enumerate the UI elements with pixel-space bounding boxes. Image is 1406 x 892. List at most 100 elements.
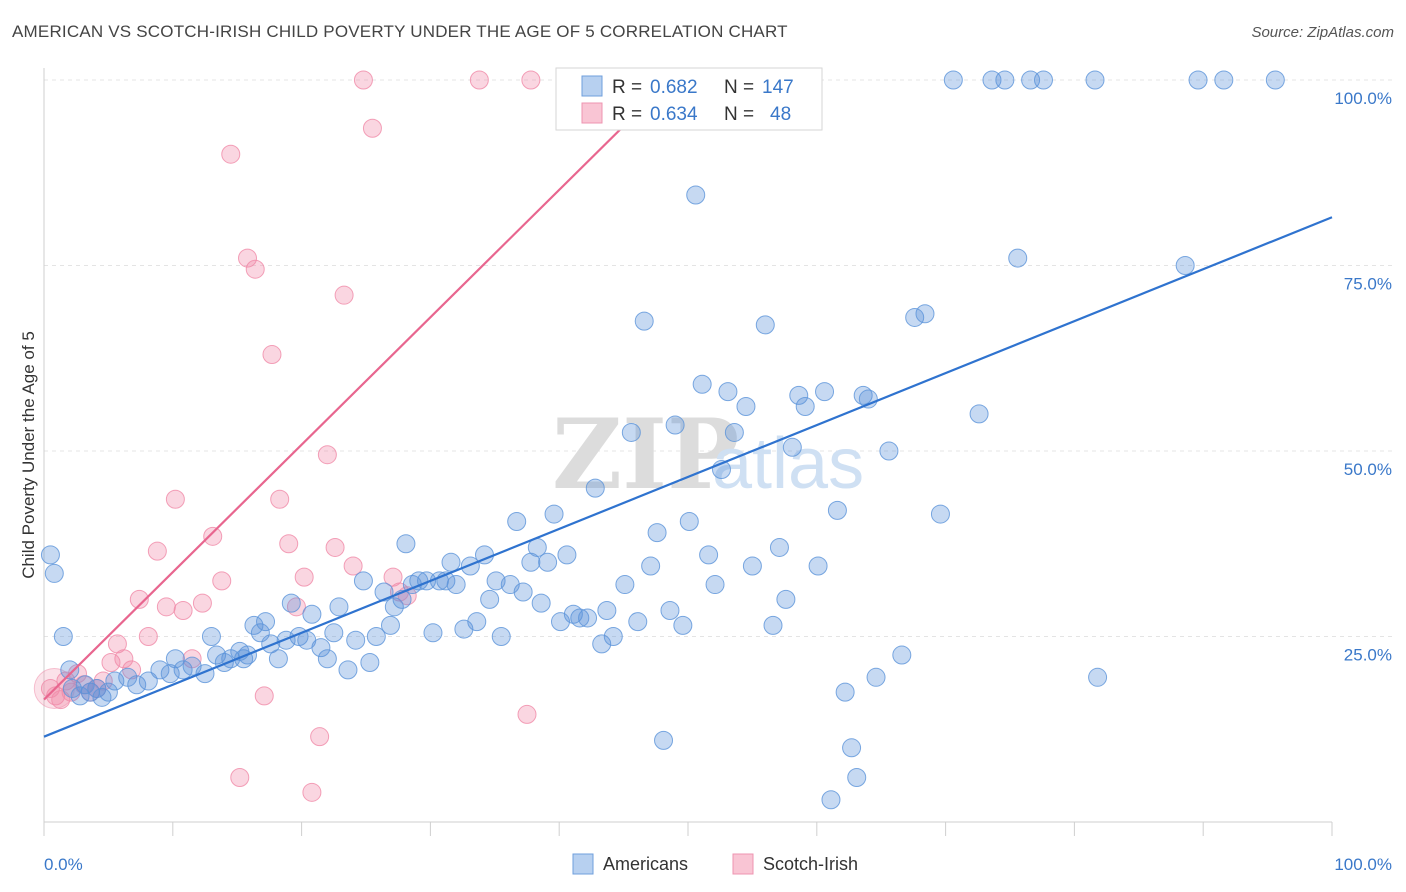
americans-point	[374, 582, 394, 602]
americans-point	[776, 589, 796, 609]
scotch-irish-point	[310, 727, 330, 747]
scotch-irish-point	[334, 285, 354, 305]
americans-point	[724, 422, 744, 442]
americans-point	[557, 545, 577, 565]
scotch-irish-point	[517, 704, 537, 724]
y-tick-label: 100.0%	[1334, 89, 1392, 108]
americans-point	[150, 660, 170, 680]
americans-point	[769, 537, 789, 557]
legend-r-label-scotch: R =	[612, 104, 642, 125]
americans-point	[261, 634, 281, 654]
americans-point	[641, 556, 661, 576]
americans-point	[969, 404, 989, 424]
americans-point	[995, 70, 1015, 90]
americans-point	[507, 511, 527, 531]
americans-point	[201, 627, 221, 646]
americans-point	[1021, 70, 1041, 90]
americans-point	[544, 504, 564, 524]
americans-point	[621, 422, 641, 442]
scotch-irish-point	[343, 556, 363, 576]
scotch-irish-point	[521, 70, 541, 90]
y-axis-label: Child Poverty Under the Age of 5	[19, 331, 38, 579]
americans-point	[808, 556, 828, 576]
americans-point	[647, 523, 667, 543]
scotch-irish-point	[221, 144, 241, 164]
x-tick-label: 0.0%	[44, 855, 83, 874]
scotch-irish-point	[245, 259, 265, 279]
americans-point	[755, 315, 775, 335]
americans-point	[718, 382, 738, 402]
americans-point	[446, 575, 466, 595]
americans-point	[742, 556, 762, 576]
scotch-irish-point	[469, 70, 489, 90]
americans-point	[491, 627, 511, 646]
americans-point	[763, 615, 783, 635]
americans-point	[165, 649, 185, 669]
scotch-irish-point	[262, 345, 282, 365]
americans-point	[138, 671, 158, 691]
americans-point	[53, 627, 73, 646]
bottom-legend-label-americans: Americans	[603, 854, 688, 874]
americans-point	[879, 441, 899, 461]
americans-point	[486, 571, 506, 591]
scotch-irish-point	[129, 589, 149, 609]
scotch-irish-point	[212, 571, 232, 591]
americans-point	[782, 437, 802, 457]
scotch-irish-point	[114, 649, 134, 669]
legend-n-value-americans: 147	[762, 77, 794, 98]
americans-point	[98, 682, 118, 702]
americans-point	[40, 545, 60, 565]
scotch-irish-point	[101, 652, 121, 672]
americans-points	[40, 70, 1285, 810]
americans-point	[423, 623, 443, 643]
scotch-irish-point	[192, 593, 212, 613]
legend-r-value-americans: 0.682	[650, 77, 698, 98]
americans-point	[915, 304, 935, 324]
americans-point	[1008, 248, 1028, 268]
americans-point	[665, 415, 685, 435]
legend-n-label-scotch: N =	[724, 104, 754, 125]
americans-point	[366, 627, 386, 646]
series-legend: Americans Scotch-Irish	[572, 853, 858, 875]
scotch-irish-point	[362, 118, 382, 138]
scotch-irish-point	[173, 601, 193, 621]
americans-point	[311, 638, 331, 658]
americans-point	[692, 374, 712, 394]
americans-point	[338, 660, 358, 680]
scotch-irish-point	[254, 686, 274, 706]
americans-point	[380, 615, 400, 635]
americans-point	[597, 601, 617, 621]
chart-title: AMERICAN VS SCOTCH-IRISH CHILD POVERTY U…	[12, 22, 788, 41]
bottom-legend-label-scotch: Scotch-Irish	[763, 854, 858, 874]
source-credit: Source: ZipAtlas.com	[1251, 24, 1394, 41]
americans-point	[384, 597, 404, 617]
americans-point	[736, 396, 756, 416]
americans-point	[585, 478, 605, 498]
americans-point	[592, 634, 612, 654]
scotch-irish-point	[317, 445, 337, 465]
americans-point	[92, 687, 112, 707]
americans-point	[44, 563, 64, 583]
legend-n-label-americans: N =	[724, 77, 754, 98]
americans-point	[615, 575, 635, 595]
americans-point	[821, 790, 841, 810]
scotch-irish-point	[93, 671, 113, 691]
americans-point	[679, 511, 699, 531]
americans-point	[570, 608, 590, 628]
americans-point	[281, 593, 301, 613]
scotch-irish-point	[270, 489, 290, 509]
scotch-irish-point	[238, 248, 258, 268]
americans-point	[1033, 70, 1053, 90]
y-tick-label: 25.0%	[1344, 646, 1392, 665]
americans-point	[360, 652, 380, 672]
americans-point	[276, 630, 296, 650]
americans-point	[686, 185, 706, 205]
americans-point	[789, 385, 809, 405]
americans-point	[105, 671, 125, 691]
americans-trend-line	[43, 216, 1333, 738]
scotch-irish-point	[156, 597, 176, 617]
scotch-irish-point	[325, 537, 345, 557]
x-tick-label: 100.0%	[1334, 855, 1392, 874]
americans-point	[513, 582, 533, 602]
